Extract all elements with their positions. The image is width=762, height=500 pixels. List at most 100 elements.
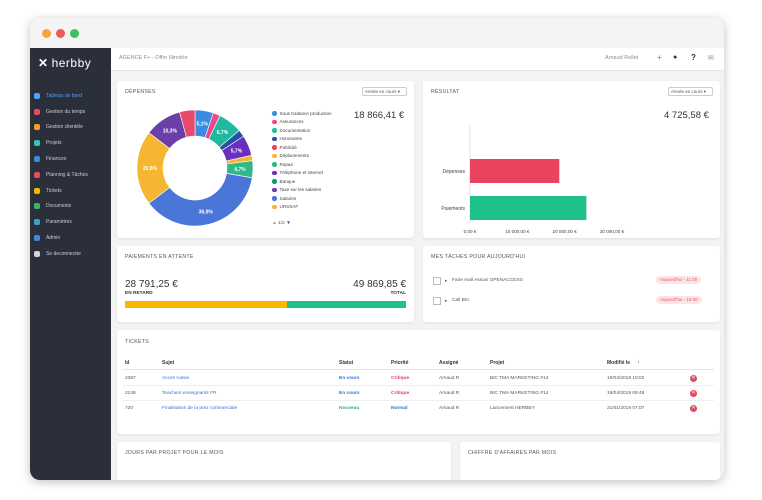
ticket-cell-assigne: Arnaud R: [439, 406, 460, 411]
sidebar-item-6[interactable]: Tickets: [30, 183, 111, 199]
bar-dépenses[interactable]: [470, 159, 560, 183]
user-name[interactable]: Arnaud Rollet: [605, 55, 639, 61]
task-label[interactable]: Faire mail Assoxi OPENACCESS: [452, 278, 523, 283]
add-icon[interactable]: +: [657, 53, 662, 62]
legend-label: Repas: [279, 161, 293, 167]
legend-item[interactable]: Téléphone et internet: [272, 169, 332, 178]
depenses-period-select[interactable]: Année en cours ▾: [362, 87, 407, 96]
ticket-cell-modifie: 19/04/2019 10:02: [607, 376, 645, 381]
logout-icon: [34, 250, 40, 257]
delete-ticket-icon[interactable]: ✕: [690, 390, 697, 397]
legend-item[interactable]: URSSAF: [272, 203, 332, 212]
sidebar-item-8[interactable]: Paramètres: [30, 214, 111, 230]
window-minimize-button[interactable]: [42, 29, 51, 38]
sidebar-item-7[interactable]: Documents: [30, 199, 111, 215]
bar-category-label: Dépenses: [442, 169, 465, 175]
resultat-period-select[interactable]: Année en cours ▾: [668, 87, 713, 96]
ticket-icon: [34, 187, 40, 194]
sidebar-item-4[interactable]: Finances: [30, 151, 111, 167]
legend-swatch: [272, 111, 277, 116]
resultat-card: RÉSULTAT Année en cours ▾ 4 725,58 € Dép…: [423, 81, 720, 238]
sidebar-item-label: Projets: [46, 140, 62, 147]
sidebar-item-9[interactable]: Admin: [30, 230, 111, 246]
legend-swatch: [272, 128, 277, 133]
ticket-cell-assigne: Arnaud R: [439, 376, 460, 381]
sidebar-item-3[interactable]: Projets: [30, 135, 111, 151]
donut-slice-label: 10,3%: [163, 129, 178, 135]
legend-item[interactable]: Repas: [272, 160, 332, 169]
ticket-cell-modifie: 19/04/2019 09:48: [607, 391, 645, 396]
task-checkbox[interactable]: [433, 297, 441, 305]
tickets-header-6[interactable]: Modifié le: [607, 360, 631, 366]
delete-ticket-icon[interactable]: ✕: [690, 375, 697, 382]
pager-text: 1/2: [278, 221, 285, 226]
legend-item[interactable]: Honoraires: [272, 135, 332, 144]
ticket-cell-sujet[interactable]: Acces russie: [162, 376, 190, 381]
ticket-cell-assigne: Arnaud R: [439, 391, 460, 396]
title-bar: [30, 18, 724, 48]
tickets-header-2: Statut: [339, 360, 354, 366]
sort-down-icon[interactable]: ↓: [637, 359, 640, 365]
delete-ticket-icon[interactable]: ✕: [690, 405, 697, 412]
bar-paiements[interactable]: [470, 196, 587, 220]
tickets-row-divider: [123, 385, 714, 386]
mail-icon[interactable]: ✉: [708, 55, 714, 62]
pager-up-icon[interactable]: ▲: [272, 221, 277, 226]
legend-pager[interactable]: ▲ 1/2 ▼: [272, 221, 291, 226]
task-expand-icon[interactable]: ▸: [445, 278, 448, 283]
legend-swatch: [272, 196, 277, 201]
legend-item[interactable]: Publicité: [272, 143, 332, 152]
ticket-cell-sujet[interactable]: Finalisation de la prez commerciale: [162, 406, 238, 411]
legend-item[interactable]: Banque: [272, 177, 332, 186]
sidebar-item-10[interactable]: Se deconnecter: [30, 246, 111, 262]
sidebar-item-5[interactable]: Planning & Tâches: [30, 167, 111, 183]
task-due-badge: Aujourd'hui - 16:50: [656, 296, 702, 304]
sidebar-item-1[interactable]: Gestion du temps: [30, 104, 111, 120]
top-bar: AGENCE F+ - Offre Illimitée Arnaud Rolle…: [111, 48, 724, 71]
window-close-button[interactable]: [56, 29, 65, 38]
donut-slice-label: 20,8%: [143, 166, 158, 172]
tickets-row-divider: [123, 400, 714, 401]
app-window: ✕ herbby Tableau de bord Gestion du temps G…: [30, 18, 724, 480]
donut-slice-label: 36,9%: [199, 209, 214, 215]
taches-title: MES TÂCHES POUR AUJOURD'HUI: [431, 254, 526, 260]
sidebar-item-2[interactable]: Gestion clientèle: [30, 120, 111, 136]
legend-item[interactable]: Déplacements: [272, 152, 332, 161]
depenses-period-value: Année en cours: [365, 89, 397, 94]
wallet-icon: [34, 156, 40, 163]
dashboard-icon: [34, 92, 40, 99]
legend-item[interactable]: Sous traitance production: [272, 109, 332, 118]
task-label[interactable]: Call BIC: [452, 298, 470, 303]
legend-item[interactable]: Assurances: [272, 118, 332, 127]
ticket-cell-modifie: 21/01/2019 07:07: [607, 406, 645, 411]
legend-item[interactable]: Salaires: [272, 194, 332, 203]
pager-down-icon[interactable]: ▼: [286, 221, 291, 226]
admin-icon: [34, 235, 40, 242]
donut-slice[interactable]: [179, 109, 196, 138]
ticket-cell-id: 720: [125, 406, 134, 411]
tickets-header-5: Projet: [490, 360, 505, 366]
legend-item[interactable]: Documentation: [272, 126, 332, 135]
task-checkbox[interactable]: [433, 277, 441, 285]
window-maximize-button[interactable]: [70, 29, 79, 38]
bar-tick-label: 30 000,00 €: [600, 229, 625, 234]
document-icon: [34, 203, 40, 210]
ticket-cell-projet: BIC TMA MARKETING #14: [490, 376, 549, 381]
legend-item[interactable]: Taxe sur les salaires: [272, 186, 332, 195]
task-expand-icon[interactable]: ▸: [445, 298, 448, 303]
ticket-cell-projet: Lancement HERBBY: [490, 406, 535, 411]
sidebar-item-0[interactable]: Tableau de bord: [30, 88, 111, 104]
app-logo[interactable]: ✕ herbby: [38, 56, 91, 70]
donut-slice-label: 4,7%: [234, 167, 246, 173]
legend-swatch: [272, 170, 277, 175]
sidebar-item-label: Gestion clientèle: [46, 124, 83, 131]
ca-title: CHIFFRE D'AFFAIRES PAR MOIS: [468, 450, 557, 456]
donut-slice[interactable]: [148, 173, 253, 227]
legend-label: Publicité: [279, 144, 297, 150]
ticket-cell-sujet[interactable]: Teachers enseignants FR: [162, 391, 217, 396]
user-icon[interactable]: ●: [673, 54, 678, 61]
donut-slice-label: 5,1%: [196, 121, 208, 127]
depenses-title: DÉPENSES: [125, 89, 156, 95]
legend-swatch: [272, 136, 277, 141]
help-icon[interactable]: ?: [691, 53, 696, 62]
